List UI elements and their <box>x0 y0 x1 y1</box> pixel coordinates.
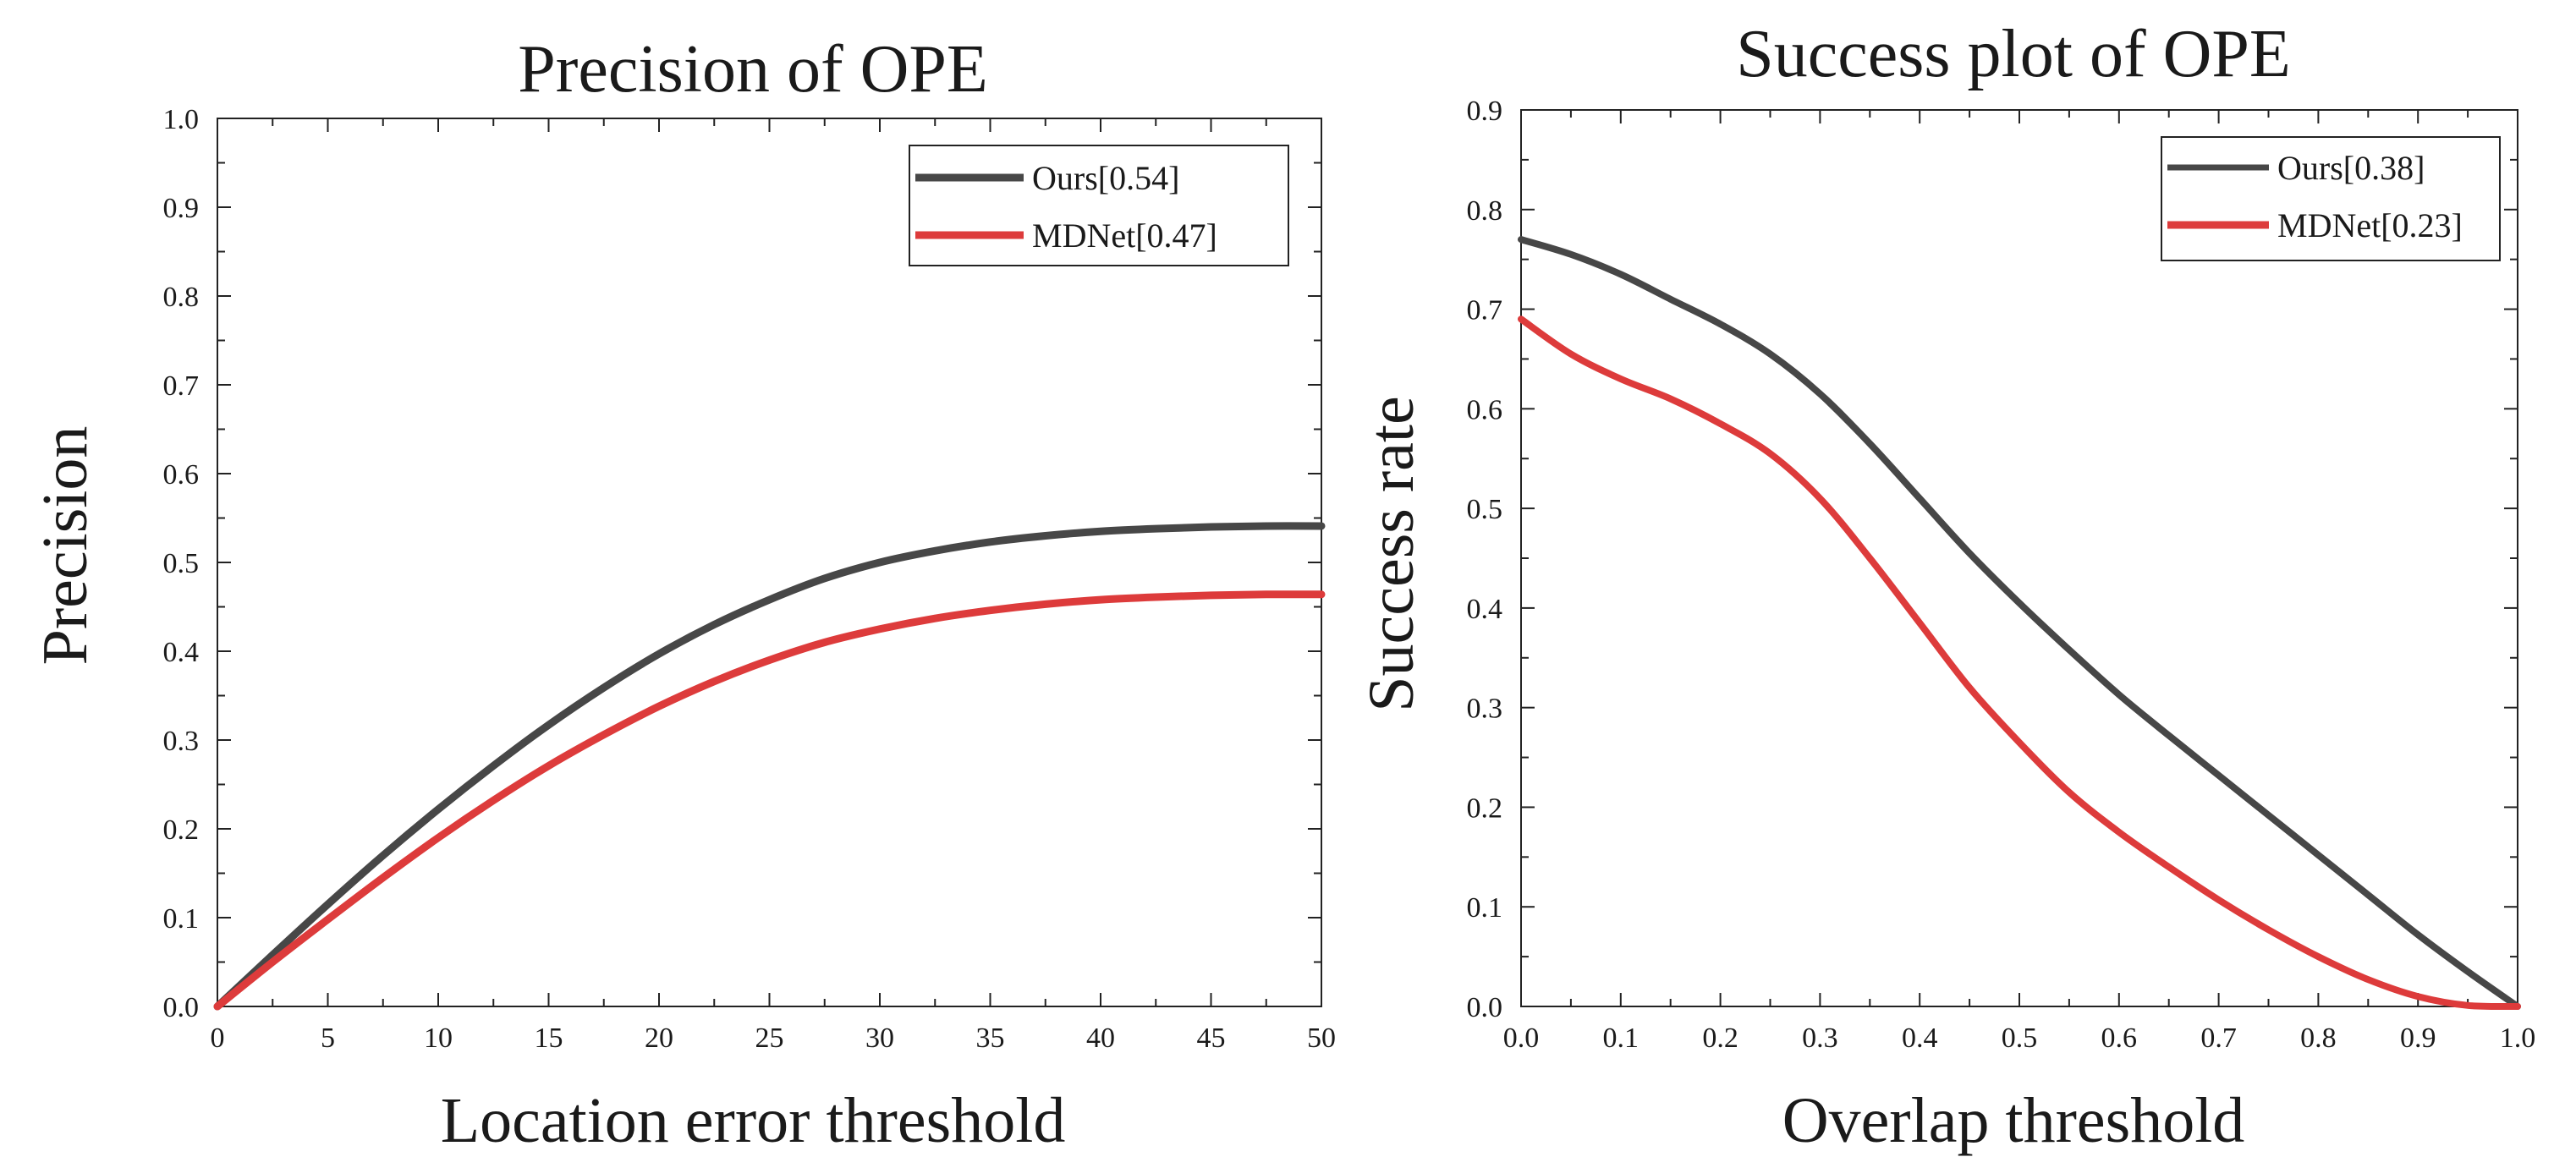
x-tick-label: 20 <box>645 1023 673 1054</box>
legend-label-ours: Ours[0.38] <box>2277 149 2425 187</box>
y-tick-label: 0.8 <box>1467 195 1503 227</box>
y-axis-label: Precision <box>30 426 101 666</box>
y-tick-label: 0.4 <box>1467 594 1503 625</box>
chart-title: Success plot of OPE <box>1736 17 2291 91</box>
y-tick-label: 0.6 <box>1467 394 1503 425</box>
y-tick-label: 0.4 <box>163 637 200 668</box>
x-tick-label: 0.1 <box>1603 1023 1640 1054</box>
y-tick-label: 0.1 <box>163 903 200 935</box>
y-tick-label: 0.5 <box>163 548 200 579</box>
legend-label-mdnet: MDNet[0.47] <box>1032 217 1217 255</box>
y-tick-label: 0.0 <box>1467 992 1503 1023</box>
x-tick-label: 0.6 <box>2101 1023 2138 1054</box>
legend-label-ours: Ours[0.54] <box>1032 159 1179 197</box>
legend-box <box>909 145 1289 266</box>
y-tick-label: 0.7 <box>1467 295 1503 326</box>
x-tick-label: 0.7 <box>2200 1023 2237 1054</box>
y-tick-label: 1.0 <box>163 104 200 135</box>
x-tick-label: 0.5 <box>2002 1023 2038 1054</box>
x-tick-label: 50 <box>1307 1023 1336 1054</box>
y-tick-label: 0.2 <box>163 814 200 846</box>
x-tick-label: 0.3 <box>1802 1023 1838 1054</box>
x-tick-label: 0.0 <box>1503 1023 1540 1054</box>
x-tick-label: 0.8 <box>2300 1023 2337 1054</box>
x-tick-label: 0.2 <box>1702 1023 1738 1054</box>
y-tick-label: 0.5 <box>1467 494 1503 525</box>
x-tick-label: 40 <box>1086 1023 1115 1054</box>
axis-ticks: 0.0 0.1 0.2 0.3 0.4 0.5 0.6 0.7 0.8 0.9 1.0 0.0 0.1 0… <box>1467 96 2536 1054</box>
y-axis-label: Success rate <box>1356 396 1427 712</box>
legend: Ours[0.38] MDNet[0.23] <box>2161 136 2501 261</box>
x-tick-label: 15 <box>535 1023 563 1054</box>
series-line-ours <box>213 522 1326 1011</box>
x-tick-label: 0 <box>211 1023 225 1054</box>
series-line-mdnet <box>213 590 1326 1011</box>
y-tick-label: 0.9 <box>163 193 200 224</box>
chart-title: Precision of OPE <box>518 32 988 107</box>
success-chart: Success plot of OPE Overlap threshold Su… <box>1356 17 2535 1156</box>
y-tick-label: 0.2 <box>1467 792 1503 824</box>
x-tick-label: 0.9 <box>2400 1023 2436 1054</box>
y-tick-label: 0.3 <box>163 726 200 757</box>
y-tick-label: 0.6 <box>163 459 200 491</box>
x-tick-label: 25 <box>755 1023 784 1054</box>
series-layer <box>1518 236 2521 1011</box>
series-line-mdnet <box>1518 315 2521 1011</box>
y-tick-label: 0.0 <box>163 992 200 1023</box>
x-tick-label: 35 <box>976 1023 1005 1054</box>
x-tick-label: 1.0 <box>2500 1023 2536 1054</box>
x-tick-label: 10 <box>424 1023 453 1054</box>
series-line-ours <box>1518 236 2521 1010</box>
legend: Ours[0.54] MDNet[0.47] <box>909 145 1289 266</box>
legend-box <box>2161 136 2501 261</box>
y-tick-label: 0.3 <box>1467 694 1503 725</box>
y-tick-label: 0.7 <box>163 370 200 402</box>
x-tick-label: 30 <box>865 1023 894 1054</box>
y-tick-label: 0.9 <box>1467 96 1503 127</box>
x-axis-label: Location error threshold <box>441 1085 1066 1156</box>
x-tick-label: 45 <box>1197 1023 1226 1054</box>
y-tick-label: 0.1 <box>1467 892 1503 924</box>
axis-ticks: 0 5 10 15 20 25 30 35 40 45 50 0.0 0.1 0.2 0.3 0.4 0.5 0.… <box>163 104 1337 1054</box>
series-layer <box>213 522 1326 1011</box>
x-axis-label: Overlap threshold <box>1782 1085 2245 1156</box>
legend-label-mdnet: MDNet[0.23] <box>2277 206 2463 244</box>
x-tick-label: 0.4 <box>1902 1023 1938 1054</box>
x-tick-label: 5 <box>321 1023 335 1054</box>
y-tick-label: 0.8 <box>163 282 200 313</box>
precision-chart: Precision of OPE Location error threshol… <box>30 32 1336 1156</box>
